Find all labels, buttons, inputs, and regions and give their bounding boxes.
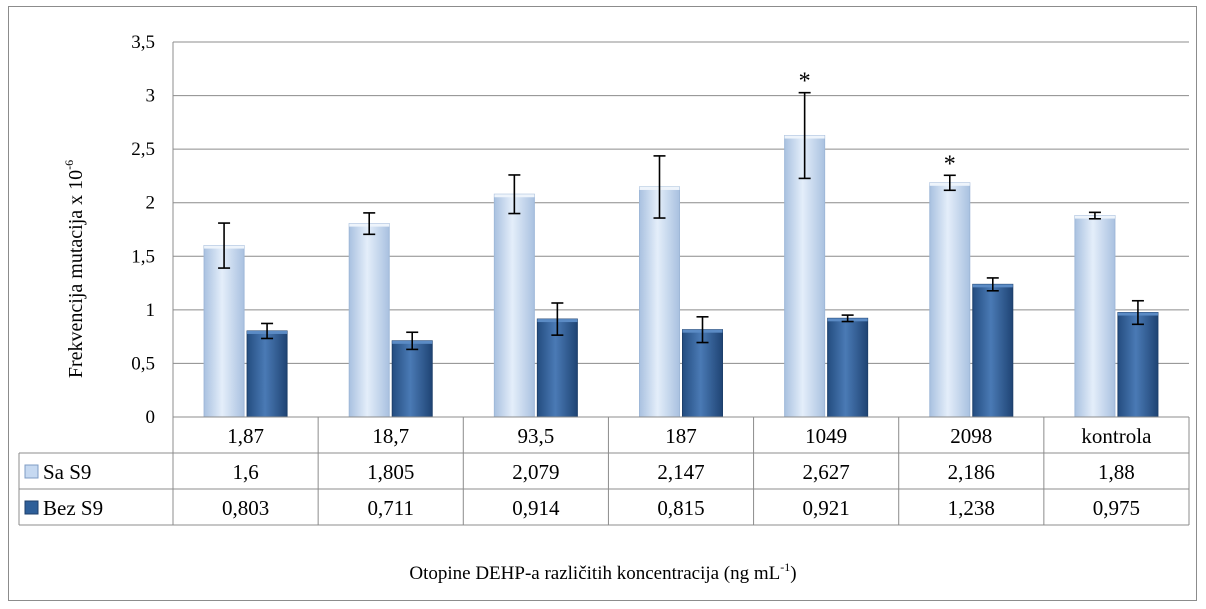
significance-star: *	[944, 151, 956, 177]
bar-bez-s9	[682, 329, 723, 418]
bar-bez-s9	[1117, 312, 1159, 418]
table-header-cell: kontrola	[1081, 424, 1152, 448]
legend-entry: Sa S9	[24, 460, 91, 484]
x-axis-title-exponent: -1	[780, 560, 790, 574]
bar-sa-s9	[639, 186, 680, 418]
table-value-cell: 2,147	[657, 460, 704, 484]
table-value-cell: 0,711	[367, 496, 413, 520]
bar-bez-s9	[972, 283, 1014, 418]
table-value-cell: 1,6	[232, 460, 258, 484]
y-tick-label: 0,5	[131, 353, 155, 374]
table-value-cell: 0,921	[803, 496, 850, 520]
table-value-cell: 2,079	[512, 460, 559, 484]
bars: **	[203, 69, 1159, 418]
y-axis-title-text: Frekvencija mutacija x 10	[65, 170, 87, 378]
table-value-cell: 0,803	[222, 496, 269, 520]
x-axis-title-text: Otopine DEHP-a različitih koncentracija …	[409, 563, 780, 584]
table-value-cell: 0,975	[1093, 496, 1140, 520]
bar-bez-s9	[391, 340, 433, 418]
significance-star: *	[799, 69, 811, 95]
table-value-cell: 1,88	[1098, 460, 1135, 484]
table-value-cell: 0,815	[657, 496, 704, 520]
table-value-cell: 2,627	[803, 460, 850, 484]
table-value-cell: 0,914	[512, 496, 560, 520]
bar-sa-s9	[348, 223, 390, 418]
x-axis-title: Otopine DEHP-a različitih koncentracija …	[409, 560, 796, 584]
legend-label: Sa S9	[43, 460, 91, 484]
table-header-cell: 1,87	[227, 424, 264, 448]
bar-sa-s9	[1074, 215, 1116, 418]
table-header-cell: 2098	[950, 424, 992, 448]
y-tick-label: 2	[146, 193, 156, 214]
gridlines	[172, 41, 1189, 418]
bar-bez-s9	[827, 317, 869, 418]
legend-entry: Bez S9	[24, 496, 103, 520]
bar-bez-s9	[246, 330, 288, 418]
y-axis-ticks: 0 0,5 1 1,5 2 2,5 3 3,5	[131, 32, 155, 428]
y-tick-label: 3	[146, 86, 156, 107]
legend-swatch	[24, 500, 39, 515]
legend-swatch	[24, 464, 39, 479]
chart-frame: 0 0,5 1 1,5 2 2,5 3 3,5 * * 1,87 18,7 93,5 187 1049 2…	[8, 6, 1197, 601]
chart-svg: 00,511,522,533,5 ** 1,87 18,7 93,5 187 1049 2…	[18, 32, 1190, 584]
y-tick-label: 2,5	[131, 139, 155, 160]
table-value-cell: 1,238	[948, 496, 995, 520]
table-header-cell: 1049	[805, 424, 847, 448]
y-tick-label: 3,5	[131, 32, 155, 53]
y-tick-label: 1,5	[131, 246, 155, 267]
data-table: 1,87 18,7 93,5 187 1049 2098 kontrola Sa S9 1,6 1…	[18, 416, 1190, 526]
y-tick-label: 0	[146, 407, 156, 428]
table-header-cell: 93,5	[517, 424, 554, 448]
table-header-cell: 187	[665, 424, 697, 448]
bar-sa-s9	[493, 193, 535, 418]
y-tick-label: 1	[146, 300, 156, 321]
table-value-cell: 1,805	[367, 460, 414, 484]
bar-sa-s9	[203, 245, 245, 418]
bar-sa-s9	[929, 182, 971, 418]
table-value-cell: 2,186	[948, 460, 995, 484]
table-header-cell: 18,7	[372, 424, 409, 448]
legend-label: Bez S9	[43, 496, 103, 520]
x-axis-title-end: )	[790, 563, 796, 584]
y-axis-title-exponent: -6	[62, 160, 76, 170]
y-axis-title: Frekvencija mutacija x 10-6	[62, 160, 87, 378]
